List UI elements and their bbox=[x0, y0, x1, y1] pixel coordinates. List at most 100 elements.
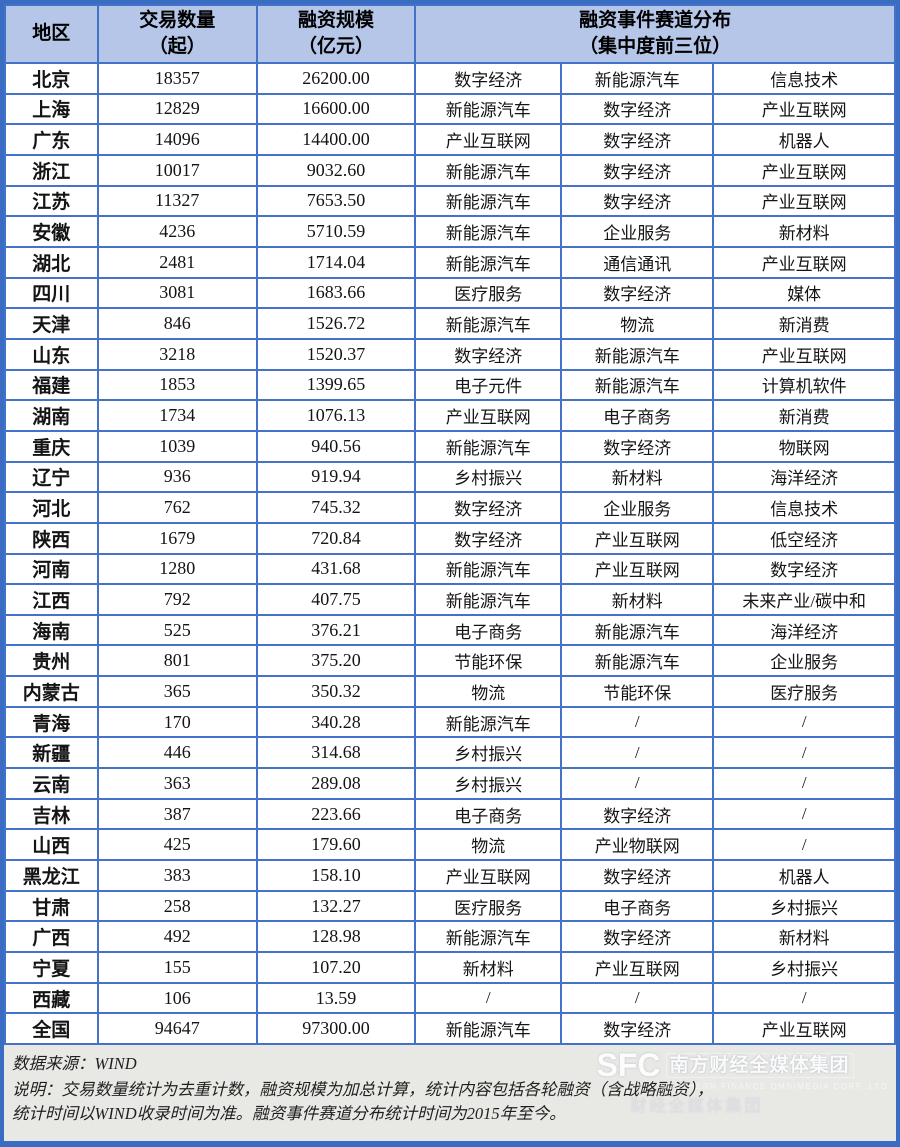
track-cell-2: 数字经济 bbox=[560, 123, 715, 156]
region-cell: 河北 bbox=[4, 491, 99, 524]
track-cell-1: 物流 bbox=[414, 828, 563, 862]
track-cell-3: 机器人 bbox=[712, 859, 896, 892]
track-cell-2: 产业物联网 bbox=[560, 828, 715, 862]
deals-cell: 12829 bbox=[96, 92, 258, 126]
deals-cell: 762 bbox=[96, 491, 258, 524]
track-cell-1: 产业互联网 bbox=[414, 859, 563, 892]
track-cell-2: 数字经济 bbox=[560, 184, 715, 218]
region-cell: 广西 bbox=[4, 920, 99, 954]
region-cell: 海南 bbox=[4, 613, 99, 647]
track-cell-3: 新消费 bbox=[712, 399, 896, 432]
track-cell-2: 企业服务 bbox=[560, 491, 715, 524]
track-cell-3: 新消费 bbox=[712, 307, 896, 340]
col-header-scale: 融资规模 （亿元） bbox=[255, 4, 417, 64]
track-cell-1: 数字经济 bbox=[414, 337, 563, 371]
track-cell-3: 企业服务 bbox=[712, 644, 896, 678]
scale-cell: 745.32 bbox=[255, 491, 417, 524]
region-cell: 全国 bbox=[4, 1012, 99, 1045]
deals-cell: 155 bbox=[96, 951, 258, 984]
table-row: 天津 846 1526.72 新能源汽车 物流 新消费 bbox=[4, 307, 896, 340]
track-cell-2: 产业互联网 bbox=[560, 951, 715, 984]
track-cell-2: 企业服务 bbox=[560, 215, 715, 248]
track-cell-1: 电子商务 bbox=[414, 797, 563, 831]
deals-cell: 1679 bbox=[96, 521, 258, 555]
track-cell-1: 新能源汽车 bbox=[414, 92, 563, 126]
track-cell-3: 信息技术 bbox=[712, 62, 896, 95]
track-cell-1: 乡村振兴 bbox=[414, 736, 563, 770]
track-cell-1: 电子元件 bbox=[414, 368, 563, 402]
track-cell-2: 数字经济 bbox=[560, 797, 715, 831]
table-row: 江苏 11327 7653.50 新能源汽车 数字经济 产业互联网 bbox=[4, 184, 896, 218]
track-cell-1: 乡村振兴 bbox=[414, 767, 563, 800]
deals-cell: 525 bbox=[96, 613, 258, 647]
table-row: 辽宁 936 919.94 乡村振兴 新材料 海洋经济 bbox=[4, 460, 896, 494]
track-cell-1: 乡村振兴 bbox=[414, 460, 563, 494]
region-cell: 贵州 bbox=[4, 644, 99, 678]
scale-cell: 97300.00 bbox=[255, 1012, 417, 1045]
track-cell-2: 新能源汽车 bbox=[560, 613, 715, 647]
header-row: 地区 交易数量 （起） 融资规模 （亿元） 融资事件赛道分布 （集中度前三位） bbox=[4, 4, 896, 64]
track-cell-1: 新能源汽车 bbox=[414, 429, 563, 463]
scale-cell: 720.84 bbox=[255, 521, 417, 555]
track-cell-1: 数字经济 bbox=[414, 62, 563, 95]
deals-cell: 14096 bbox=[96, 123, 258, 156]
note-line-1: 说明：交易数量统计为去重计数，融资规模为加总计算，统计内容包括各轮融资（含战略融… bbox=[12, 1080, 714, 1099]
table-row: 吉林 387 223.66 电子商务 数字经济 / bbox=[4, 797, 896, 831]
region-cell: 江西 bbox=[4, 583, 99, 616]
track-cell-2: 电子商务 bbox=[560, 399, 715, 432]
scale-cell: 107.20 bbox=[255, 951, 417, 984]
deals-cell: 18357 bbox=[96, 62, 258, 95]
scale-cell: 289.08 bbox=[255, 767, 417, 800]
track-cell-1: 数字经济 bbox=[414, 491, 563, 524]
track-cell-2: / bbox=[560, 767, 715, 800]
table-row: 浙江 10017 9032.60 新能源汽车 数字经济 产业互联网 bbox=[4, 153, 896, 187]
deals-cell: 1734 bbox=[96, 399, 258, 432]
table-row: 云南 363 289.08 乡村振兴 / / bbox=[4, 767, 896, 800]
table-row: 海南 525 376.21 电子商务 新能源汽车 海洋经济 bbox=[4, 613, 896, 647]
deals-cell: 258 bbox=[96, 889, 258, 923]
scale-cell: 128.98 bbox=[255, 920, 417, 954]
track-cell-1: 新能源汽车 bbox=[414, 1012, 563, 1045]
deals-cell: 446 bbox=[96, 736, 258, 770]
track-cell-3: 医疗服务 bbox=[712, 675, 896, 708]
track-cell-3: 产业互联网 bbox=[712, 92, 896, 126]
track-cell-3: 数字经济 bbox=[712, 552, 896, 586]
scale-cell: 1520.37 bbox=[255, 337, 417, 371]
scale-cell: 1076.13 bbox=[255, 399, 417, 432]
table-row: 黑龙江 383 158.10 产业互联网 数字经济 机器人 bbox=[4, 859, 896, 892]
track-cell-3: / bbox=[712, 767, 896, 800]
track-cell-2: 数字经济 bbox=[560, 1012, 715, 1045]
deals-cell: 11327 bbox=[96, 184, 258, 218]
track-cell-1: 电子商务 bbox=[414, 613, 563, 647]
track-cell-3: 物联网 bbox=[712, 429, 896, 463]
track-cell-1: / bbox=[414, 981, 563, 1015]
track-cell-2: / bbox=[560, 705, 715, 739]
scale-cell: 1399.65 bbox=[255, 368, 417, 402]
track-cell-2: / bbox=[560, 981, 715, 1015]
deals-cell: 2481 bbox=[96, 245, 258, 279]
region-cell: 安徽 bbox=[4, 215, 99, 248]
deals-cell: 801 bbox=[96, 644, 258, 678]
region-cell: 新疆 bbox=[4, 736, 99, 770]
track-cell-2: 通信通讯 bbox=[560, 245, 715, 279]
table-row: 湖南 1734 1076.13 产业互联网 电子商务 新消费 bbox=[4, 399, 896, 432]
track-cell-3: / bbox=[712, 736, 896, 770]
table-row: 山东 3218 1520.37 数字经济 新能源汽车 产业互联网 bbox=[4, 337, 896, 371]
track-cell-3: 新材料 bbox=[712, 215, 896, 248]
region-cell: 福建 bbox=[4, 368, 99, 402]
deals-cell: 106 bbox=[96, 981, 258, 1015]
table-row: 西藏 106 13.59// / bbox=[4, 981, 896, 1015]
deals-cell: 425 bbox=[96, 828, 258, 862]
scale-cell: 350.32 bbox=[255, 675, 417, 708]
col-header-scale-line2: （亿元） bbox=[298, 36, 375, 57]
region-cell: 山西 bbox=[4, 828, 99, 862]
deals-cell: 1280 bbox=[96, 552, 258, 586]
region-cell: 北京 bbox=[4, 62, 99, 95]
table-row: 陕西 1679 720.84 数字经济 产业互联网 低空经济 bbox=[4, 521, 896, 555]
track-cell-2: 电子商务 bbox=[560, 889, 715, 923]
scale-cell: 1526.72 bbox=[255, 307, 417, 340]
deals-cell: 936 bbox=[96, 460, 258, 494]
deals-cell: 3218 bbox=[96, 337, 258, 371]
scale-cell: 13.59 bbox=[255, 981, 417, 1015]
